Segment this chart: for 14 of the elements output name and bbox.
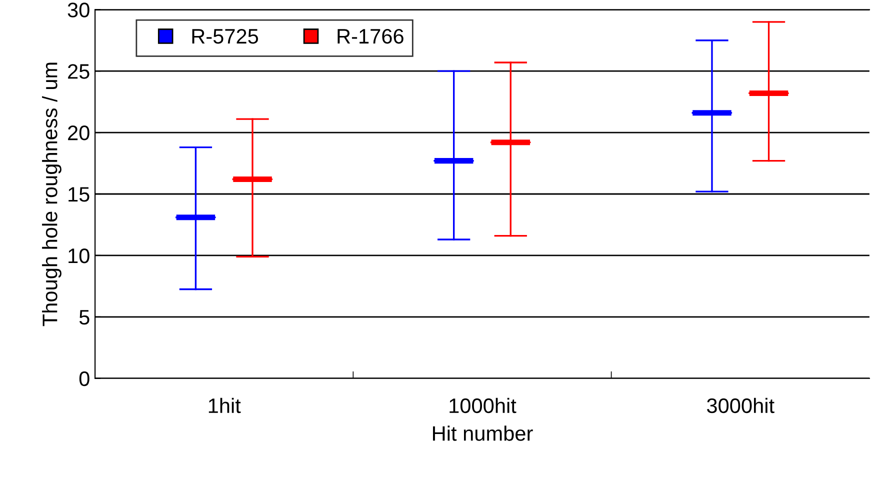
x-axis-title: Hit number bbox=[433, 426, 533, 441]
y-tick-label: 25 bbox=[68, 64, 90, 79]
y-tick-label: 0 bbox=[79, 371, 90, 386]
x-tick-label: 1hit bbox=[208, 398, 241, 414]
x-tick-label: 1000hit bbox=[450, 398, 516, 414]
y-axis-title: Though hole roughness / um bbox=[42, 62, 62, 326]
legend-label: R-1766 bbox=[338, 28, 404, 44]
y-tick-label: 10 bbox=[68, 248, 90, 264]
legend-label: R-5725 bbox=[192, 28, 258, 44]
y-tick-label: 5 bbox=[79, 310, 90, 325]
y-tick-label: 20 bbox=[68, 126, 90, 140]
x-tick-label: 3000hit bbox=[706, 398, 774, 414]
y-tick-label: 15 bbox=[68, 187, 90, 202]
y-tick-label: 30 bbox=[68, 2, 90, 18]
